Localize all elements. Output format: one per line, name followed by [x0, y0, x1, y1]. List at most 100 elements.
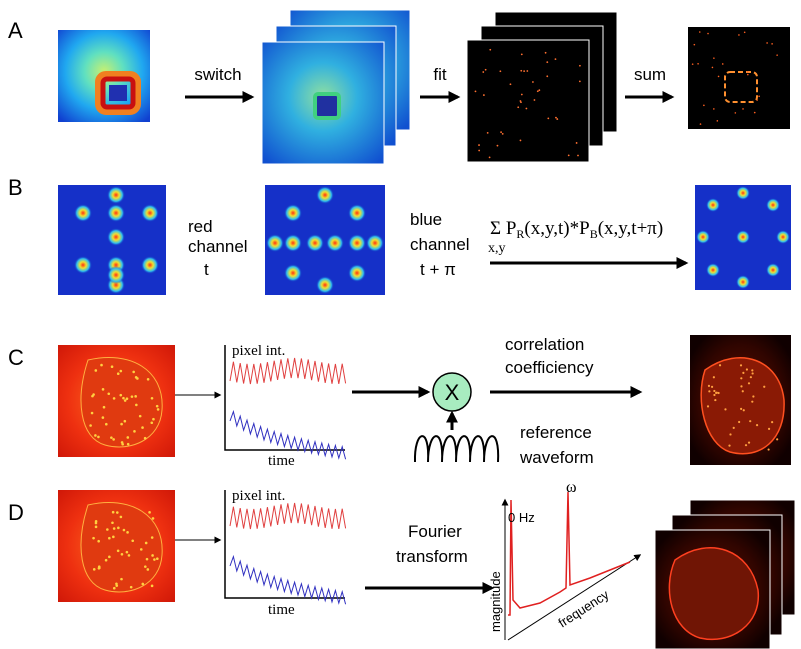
spot	[706, 198, 720, 212]
speck	[502, 133, 504, 135]
speck	[106, 528, 109, 531]
speck	[475, 91, 477, 93]
speck	[100, 364, 103, 367]
eq-part: B	[590, 227, 598, 241]
speck	[767, 448, 769, 450]
speck	[131, 539, 134, 542]
speck	[117, 527, 120, 530]
speck	[497, 145, 499, 147]
step-label: switch	[194, 65, 241, 84]
speck	[92, 537, 95, 540]
speck	[510, 83, 512, 85]
speck	[136, 377, 139, 380]
speck	[579, 80, 581, 82]
speck	[94, 434, 97, 437]
axis-label: magnitude	[488, 571, 503, 632]
speck	[126, 531, 129, 534]
image	[467, 40, 589, 162]
speck	[526, 70, 528, 72]
correlation-image	[690, 335, 791, 465]
axis	[508, 555, 640, 640]
axis-label: frequency	[555, 587, 611, 631]
speck	[113, 397, 116, 400]
spot	[776, 230, 790, 244]
eq-part: P	[506, 218, 517, 239]
speck	[489, 156, 491, 158]
speck	[521, 53, 523, 55]
channel-label: red	[188, 217, 213, 236]
speck	[719, 364, 721, 366]
speck	[708, 390, 710, 392]
spot	[141, 204, 159, 222]
speck	[576, 142, 578, 144]
speck	[134, 395, 137, 398]
spot	[107, 228, 125, 246]
speck	[715, 392, 717, 394]
speck	[115, 582, 118, 585]
speck	[749, 420, 751, 422]
speck	[121, 443, 124, 446]
speck	[545, 52, 547, 54]
speck	[126, 436, 129, 439]
reference-label: reference	[520, 423, 592, 442]
speck	[692, 63, 694, 65]
speck	[141, 583, 144, 586]
speck	[152, 517, 155, 520]
speck	[139, 415, 142, 418]
speck	[130, 586, 133, 589]
speck	[742, 390, 744, 392]
speck	[151, 554, 154, 557]
speck	[546, 75, 548, 77]
spot	[306, 234, 324, 252]
speck	[713, 108, 715, 110]
speck	[738, 421, 740, 423]
speck	[708, 385, 710, 387]
axes	[225, 345, 345, 450]
speck	[153, 558, 156, 561]
speck	[98, 565, 101, 568]
speck	[151, 536, 154, 539]
axis-label: pixel int.	[232, 343, 285, 359]
channel-label: t + π	[420, 260, 456, 279]
speck	[745, 444, 747, 446]
spot	[696, 230, 710, 244]
speck	[756, 99, 758, 101]
speck	[147, 568, 150, 571]
speck	[89, 424, 92, 427]
speck	[546, 61, 548, 63]
speck	[108, 537, 111, 540]
speck	[517, 106, 519, 108]
speck	[771, 421, 773, 423]
speck	[740, 377, 742, 379]
operator: X	[445, 380, 460, 405]
figure: A switch fit sum B red channel t blue ch…	[0, 0, 801, 649]
axis-label: pixel int.	[232, 488, 285, 504]
speck	[127, 443, 130, 446]
speck	[95, 526, 98, 529]
channel-label: channel	[188, 237, 248, 256]
spot	[107, 204, 125, 222]
speck	[483, 94, 485, 96]
blue-trace	[230, 557, 346, 605]
speck	[521, 94, 523, 96]
red-trace	[230, 358, 346, 384]
speck	[520, 70, 522, 72]
speck	[703, 105, 705, 107]
speck	[146, 558, 149, 561]
speck	[713, 390, 715, 392]
speck	[119, 394, 122, 397]
spot	[107, 186, 125, 204]
speck	[740, 408, 742, 410]
speck	[577, 155, 579, 157]
speck	[95, 369, 98, 372]
speck	[740, 385, 742, 387]
speck	[126, 551, 129, 554]
speck	[144, 437, 147, 440]
speck	[700, 123, 702, 125]
speck	[733, 427, 735, 429]
eq-part: (x,y,t)*P	[524, 218, 589, 239]
equation: Σ PR(x,y,t)*PB(x,y,t+π)	[490, 218, 663, 241]
speck	[707, 33, 709, 35]
speck	[128, 554, 131, 557]
spot	[141, 256, 159, 274]
